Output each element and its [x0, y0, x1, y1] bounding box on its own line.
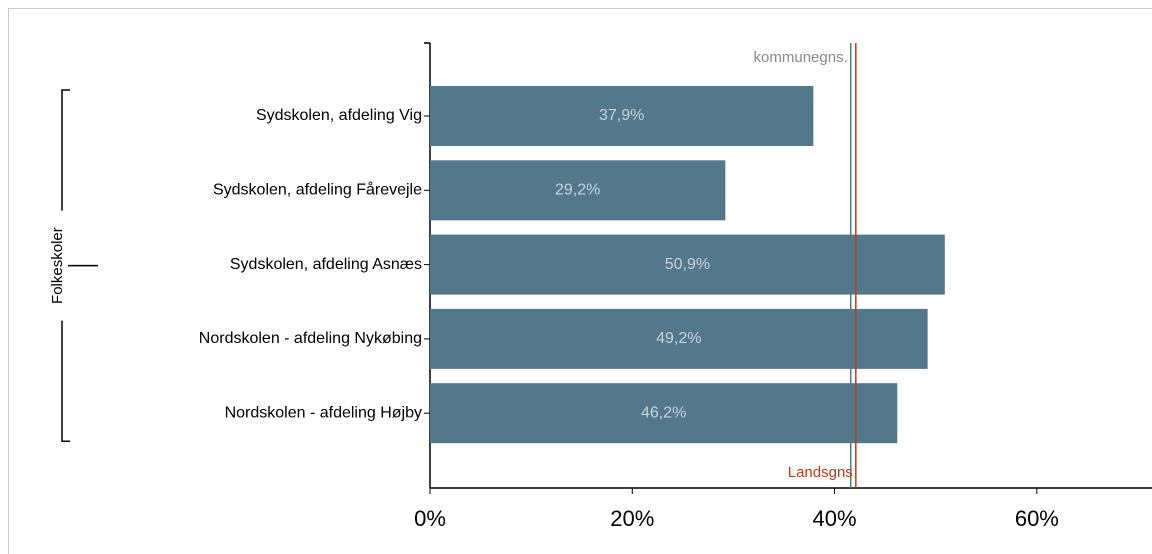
y-tick-label: Sydskolen, afdeling Vig — [256, 107, 422, 124]
bar-value-label: 50,9% — [665, 256, 710, 273]
bar-value-label: 49,2% — [656, 330, 701, 347]
group-bracket — [61, 89, 98, 442]
reference-label: Landsgns — [788, 464, 853, 481]
group-label: Folkeskoler — [49, 227, 66, 304]
bar-value-label: 29,2% — [555, 182, 600, 199]
bar-value-label: 37,9% — [599, 107, 644, 124]
bar — [430, 86, 814, 146]
x-tick-label: 20% — [610, 506, 654, 531]
bar — [430, 383, 898, 444]
x-tick-label: 0% — [414, 506, 446, 531]
x-tick-label: 60% — [1015, 506, 1059, 531]
frame — [8, 8, 1152, 554]
bar — [430, 160, 726, 221]
y-tick-label: Sydskolen, afdeling Fårevejle — [213, 181, 422, 199]
x-tick-label: 40% — [813, 506, 857, 531]
bar-value-label: 46,2% — [641, 404, 686, 421]
bar — [430, 308, 928, 369]
reference-label: kommunegns. — [754, 49, 848, 66]
bar — [430, 234, 945, 295]
y-tick-label: Nordskolen - afdeling Nykøbing — [199, 330, 422, 347]
y-tick-label: Sydskolen, afdeling Asnæs — [230, 256, 422, 273]
y-tick-label: Nordskolen - afdeling Højby — [225, 404, 422, 421]
